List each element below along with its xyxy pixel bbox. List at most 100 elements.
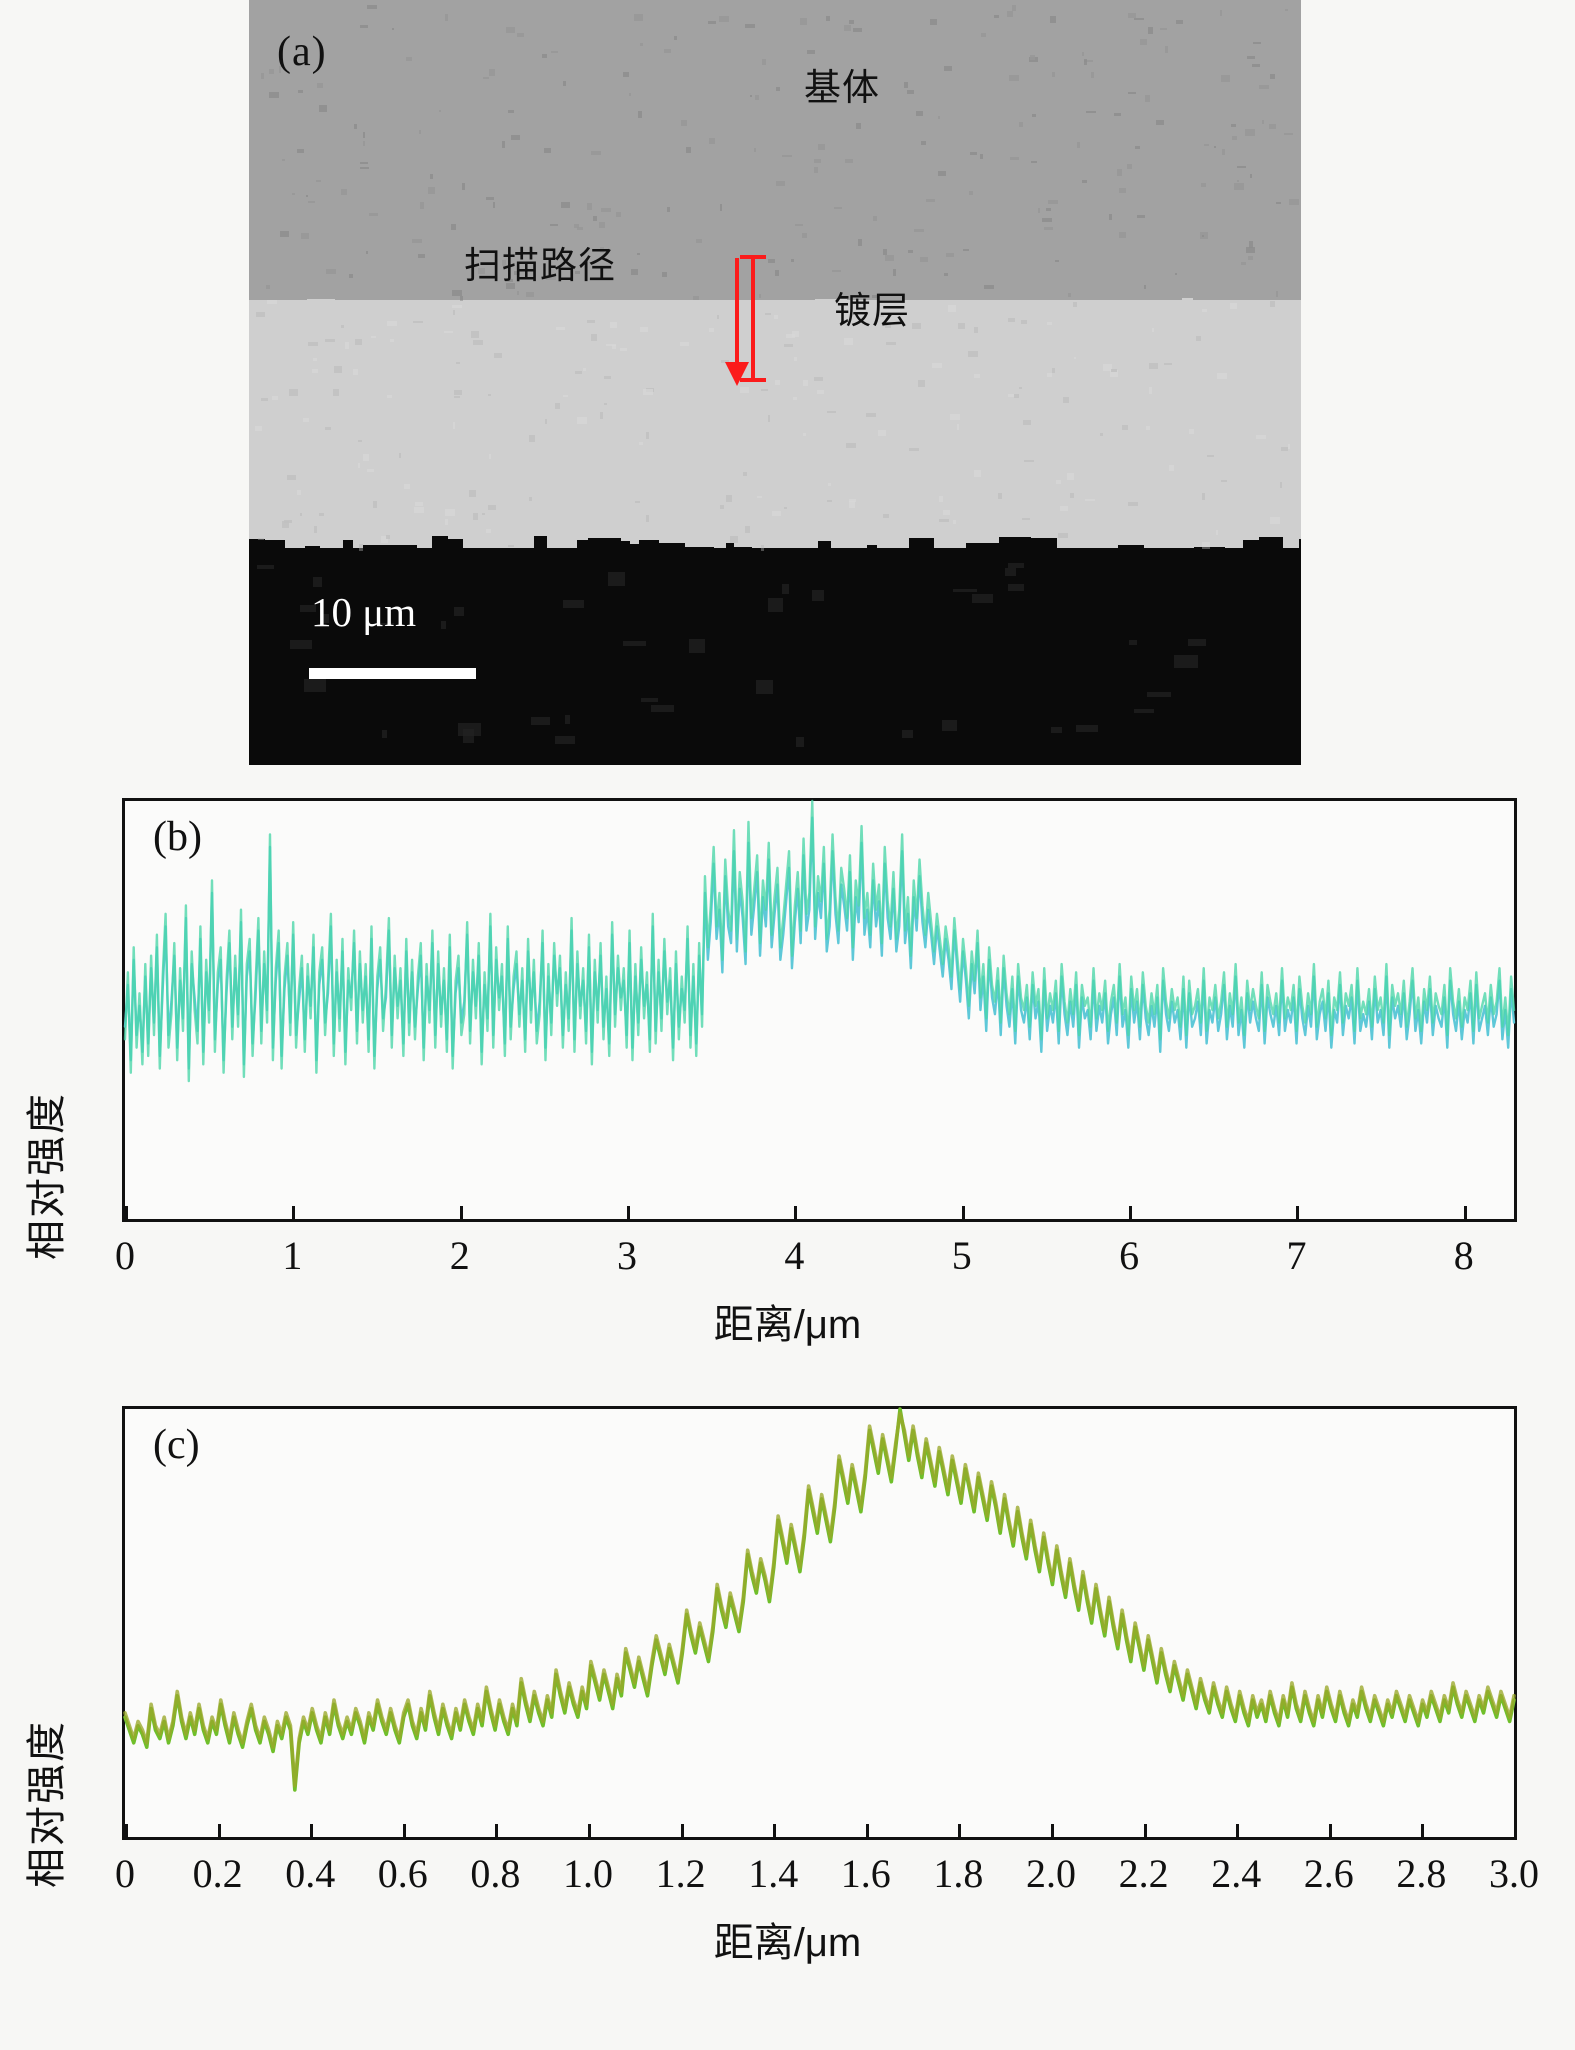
sem-speckle [486, 529, 491, 533]
sem-speckle [369, 213, 378, 216]
sem-speckle [1103, 364, 1112, 371]
sem-speckle [608, 572, 625, 586]
chart-c-series-group [123, 1407, 1516, 1792]
sem-speckle [853, 28, 862, 32]
sem-speckle [1012, 5, 1016, 11]
sem-speckle [814, 167, 818, 173]
sem-speckle [1068, 293, 1071, 297]
sem-speckle [473, 513, 478, 520]
sem-speckle [565, 715, 570, 724]
sem-speckle [908, 250, 913, 253]
interface-segment [588, 536, 622, 538]
sem-speckle [1052, 72, 1055, 77]
sem-speckle [1164, 363, 1172, 365]
x-tick-label: 1.4 [748, 1851, 799, 1896]
interface-segment [506, 536, 535, 548]
sem-speckle [616, 212, 621, 217]
x-tick-label: 2.6 [1303, 1851, 1354, 1896]
sem-speckle [300, 513, 302, 516]
sem-speckle [1248, 256, 1253, 260]
sem-speckle [828, 483, 831, 486]
sem-speckle [1077, 142, 1080, 148]
sem-speckle [413, 321, 423, 323]
sem-speckle [953, 520, 956, 524]
sem-speckle [544, 148, 551, 153]
chart-b-series-group [123, 799, 1516, 1083]
x-tick-label: 3 [617, 1233, 638, 1278]
sem-speckle [478, 268, 485, 274]
sem-speckle [1196, 336, 1201, 341]
sem-speckle [1129, 640, 1137, 645]
sem-speckle [545, 419, 547, 424]
sem-speckle [1109, 214, 1112, 220]
sem-speckle [514, 271, 520, 275]
sem-speckle [601, 208, 611, 212]
sem-speckle [587, 320, 595, 323]
sem-speckle [765, 313, 771, 315]
sem-speckle [1221, 75, 1230, 82]
sem-speckle [325, 339, 335, 342]
sem-speckle [1160, 28, 1167, 30]
sem-speckle [981, 33, 986, 37]
sem-speckle [1029, 57, 1038, 62]
sem-speckle [1220, 10, 1222, 16]
x-tick-mark [125, 1206, 128, 1222]
sem-speckle [994, 15, 999, 18]
sem-speckle [1276, 291, 1278, 297]
sem-speckle [1270, 74, 1275, 79]
sem-speckle [257, 565, 274, 569]
sem-speckle [802, 233, 807, 238]
sem-speckle [462, 183, 465, 190]
sem-speckle [255, 426, 262, 431]
x-tick-mark [292, 1206, 296, 1222]
sem-speckle [640, 327, 648, 332]
sem-speckle [306, 195, 308, 197]
sem-speckle [858, 239, 862, 246]
sem-speckle [555, 736, 575, 744]
sem-speckle [505, 279, 513, 282]
interface-segment [343, 536, 354, 540]
sem-speckle [546, 276, 556, 280]
sem-speckle [1073, 302, 1077, 307]
sem-speckle [1175, 273, 1177, 275]
sem-speckle [542, 54, 547, 58]
sem-speckle [974, 327, 978, 333]
sem-speckle [743, 472, 747, 476]
interface-segment [909, 536, 935, 538]
chart-b-y-axis-label: 相对强度 [25, 1092, 69, 1260]
sem-speckle [303, 418, 309, 422]
sem-speckle [883, 514, 889, 518]
interface-segment [448, 536, 464, 539]
x-tick-mark [402, 1824, 406, 1840]
interface-segment [726, 536, 735, 543]
sem-speckle [680, 342, 689, 346]
sem-mounting-region [249, 548, 1301, 765]
interface-segment [676, 298, 693, 300]
sem-speckle [1127, 164, 1132, 169]
sem-speckle [333, 389, 339, 396]
sem-speckle [814, 377, 823, 381]
sem-speckle [1149, 387, 1152, 394]
sem-speckle [639, 442, 643, 445]
sem-speckle [757, 496, 762, 498]
sem-speckle [909, 448, 919, 451]
sem-speckle [726, 495, 732, 502]
sem-speckle [261, 73, 264, 79]
sem-speckle [1202, 309, 1207, 312]
sem-speckle [316, 180, 321, 182]
interface-segment [815, 298, 848, 299]
sem-speckle [508, 110, 514, 113]
sem-coating-region [249, 300, 1301, 555]
sem-speckle [1284, 133, 1293, 135]
sem-speckle [1232, 136, 1237, 140]
sem-speckle [591, 334, 597, 341]
sem-speckle [517, 291, 519, 295]
interface-segment [1299, 536, 1301, 539]
sem-speckle [529, 497, 532, 501]
sem-speckle [358, 463, 360, 468]
sem-speckle [463, 729, 474, 743]
sem-speckle [745, 24, 755, 28]
sem-speckle [341, 325, 344, 328]
sem-speckle [708, 21, 716, 24]
sem-speckle [308, 201, 315, 203]
